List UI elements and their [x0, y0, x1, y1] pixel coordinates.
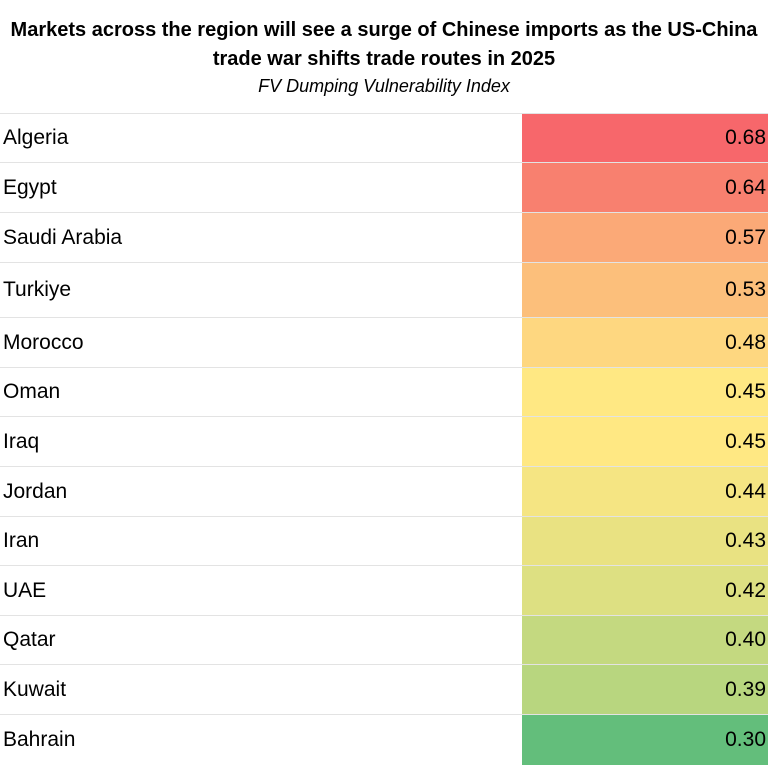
value-cell: 0.42 [522, 566, 768, 615]
table-row: Iraq 0.45 [0, 416, 768, 466]
row-label: UAE [3, 578, 47, 602]
value-cell: 0.45 [522, 368, 768, 416]
row-label: Jordan [3, 479, 68, 503]
value-cell: 0.53 [522, 263, 768, 317]
row-label: Qatar [3, 628, 56, 651]
row-label: Iran [3, 529, 40, 552]
row-label: Algeria [3, 126, 69, 149]
table-row: Morocco 0.48 [0, 317, 768, 367]
table-row: Jordan 0.44 [0, 466, 768, 516]
value-cell: 0.43 [522, 517, 768, 565]
table-row: Bahrain 0.30 [0, 714, 768, 765]
table-row: Egypt 0.64 [0, 162, 768, 212]
row-label: Kuwait [3, 677, 67, 701]
value-cell: 0.68 [522, 114, 768, 162]
row-label: Saudi Arabia [3, 225, 123, 249]
row-label: Iraq [3, 429, 40, 453]
table-row: Turkiye 0.53 [0, 262, 768, 317]
table-row: Algeria 0.68 [0, 113, 768, 162]
value-cell: 0.45 [522, 417, 768, 466]
value-cell: 0.57 [522, 213, 768, 262]
chart-subtitle: FV Dumping Vulnerability Index [258, 76, 510, 96]
table-row: Oman 0.45 [0, 367, 768, 416]
chart-title: Markets across the region will see a sur… [10, 19, 758, 70]
table-row: UAE 0.42 [0, 565, 768, 615]
table-row: Kuwait 0.39 [0, 664, 768, 714]
value-cell: 0.64 [522, 163, 768, 212]
value-cell: 0.48 [522, 318, 768, 367]
row-label: Oman [3, 380, 61, 403]
row-label: Morocco [3, 330, 84, 354]
value-cell: 0.40 [522, 616, 768, 664]
table-row: Qatar 0.40 [0, 615, 768, 664]
row-label: Turkiye [3, 278, 72, 301]
table-row: Iran 0.43 [0, 516, 768, 565]
value-cell: 0.39 [522, 665, 768, 714]
value-cell: 0.30 [522, 715, 768, 765]
row-label: Bahrain [3, 728, 76, 751]
table-row: Saudi Arabia 0.57 [0, 212, 768, 262]
value-cell: 0.44 [522, 467, 768, 516]
row-label: Egypt [3, 175, 57, 199]
